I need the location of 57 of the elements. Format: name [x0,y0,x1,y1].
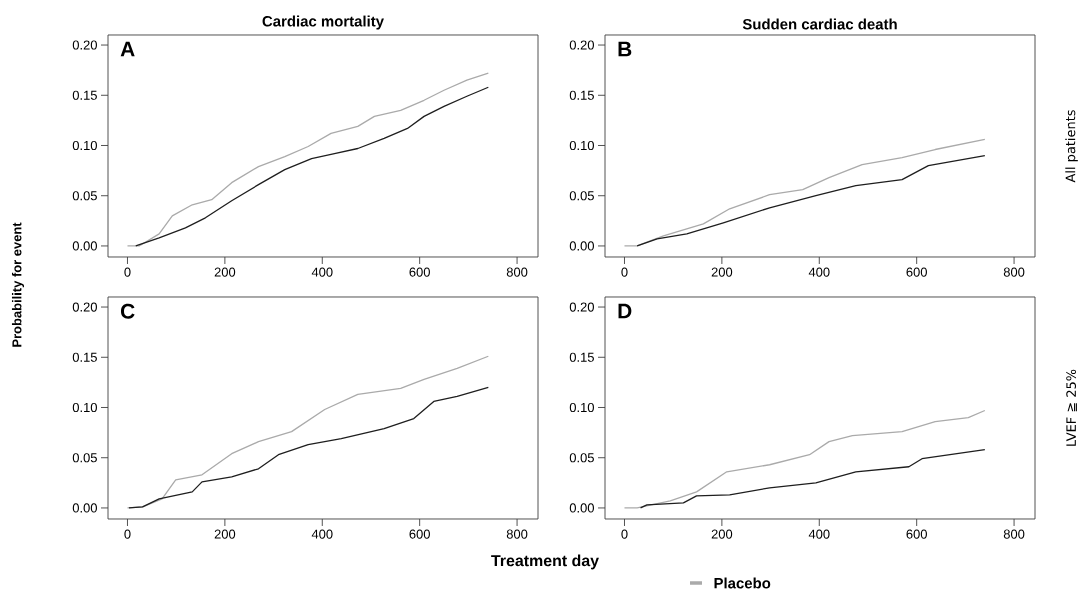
x-tick-label: 800 [506,267,528,277]
x-tick-label: 800 [1003,529,1025,539]
annotation: B [618,41,632,57]
x-tick-label: 0 [124,529,131,539]
y-tick-label: 0.10 [72,402,97,413]
x-tick-label: 600 [409,267,430,277]
x-tick-label: 800 [506,529,528,539]
x-tick-label: 800 [1003,267,1025,277]
y-tick-label: 0.15 [569,352,594,362]
chart-title: Cardiac mortality [262,15,384,30]
annotation: A [120,41,135,57]
line-series [639,449,986,509]
x-tick-label: 600 [409,529,430,539]
x-tick-label: 200 [214,267,236,277]
y-tick-label: 0.05 [569,191,594,201]
y-tick-label: 0.10 [569,140,594,151]
y-tick-label: 0.10 [569,402,594,413]
y-tick-label: 0.05 [72,453,97,463]
x-tick-label: 200 [711,529,733,539]
y-tick-label: 0.20 [569,40,594,50]
y-tick-label: 0.05 [569,453,594,463]
y-tick-label: 0.00 [569,503,594,513]
x-tick-label: 400 [311,267,333,277]
line-series [128,386,489,509]
y-tick-label: 0.20 [72,302,97,312]
y-tick-label: 0.20 [569,302,594,312]
x-tick-label: 600 [906,529,927,539]
y-tick-label: 0.15 [72,352,97,362]
annotation: D [618,303,632,319]
y-tick-label: 0.15 [569,90,594,100]
y-tick-label: 0.05 [72,191,97,201]
line-series [623,409,986,509]
y-tick-label: 0.15 [72,90,97,100]
line-series [623,138,986,247]
y-tick-label: 0.00 [72,241,97,251]
x-tick-label: 400 [808,267,830,277]
y-tick-label: 0.00 [569,241,594,251]
x-tick-label: 600 [906,267,927,277]
y-tick-label: 0.00 [72,503,97,513]
y2-axis-title: All patients [1065,110,1078,183]
x-tick-label: 400 [808,529,830,539]
x-axis-title: Treatment day [491,554,599,570]
x-tick-label: 0 [621,267,628,277]
legend-label: Placebo [714,577,771,589]
y2-axis-title: LVEF ≧ 25% [1066,369,1077,446]
x-tick-label: 200 [214,529,236,539]
chart-title: Sudden cardiac death [742,18,897,30]
line-series [126,355,489,509]
x-tick-label: 0 [621,529,628,539]
annotation: C [120,303,135,319]
y-tick-label: 0.20 [72,40,97,50]
x-tick-label: 200 [711,267,733,277]
y-tick-label: 0.10 [72,140,97,151]
x-tick-label: 0 [124,267,131,277]
y-axis-title: Probability for event [11,222,25,347]
x-tick-label: 400 [311,529,333,539]
line-series [636,154,986,247]
